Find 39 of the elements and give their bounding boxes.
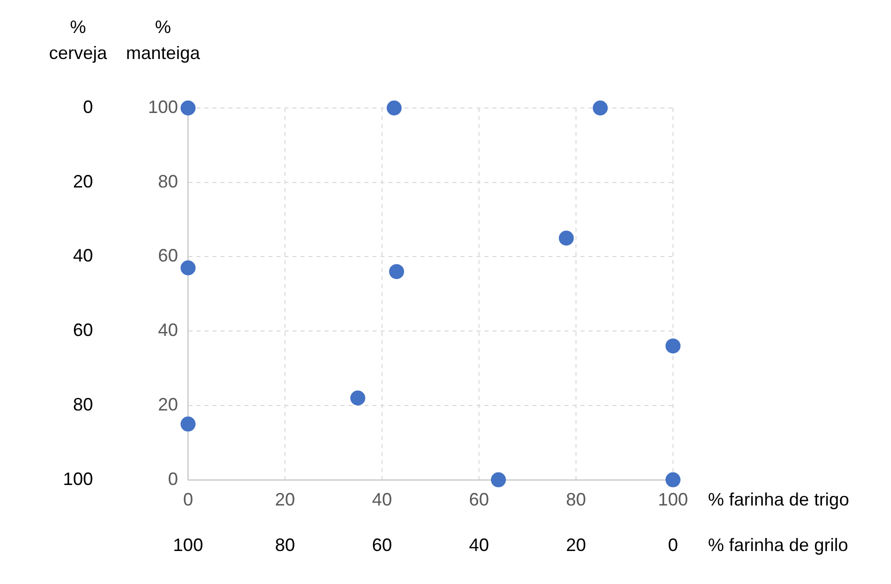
y2-tick-label: 100 (62, 468, 94, 489)
x2-tick-label: 80 (275, 535, 296, 556)
y-tick-label: 40 (158, 320, 178, 340)
x2-tick-label: 20 (566, 535, 586, 556)
point (180, 260, 196, 276)
y2-tick-label: 80 (73, 394, 94, 414)
x2-tick-label: 40 (469, 535, 490, 556)
x-tick-label: 0 (183, 490, 194, 510)
point (180, 100, 196, 116)
point (386, 100, 402, 116)
y2-axis-title: % cerveja (49, 16, 108, 63)
y-tick-label: 0 (168, 468, 178, 489)
x2-tick-label: 100 (173, 535, 204, 556)
y2-tick-label: 40 (73, 246, 94, 266)
y-tick-label: 20 (158, 394, 178, 414)
point (180, 416, 196, 432)
x2-axis-title: % farinha de grilo (708, 535, 848, 556)
y-axis-title: % manteiga (126, 16, 202, 63)
y2-tick-label: 20 (73, 171, 94, 192)
x2-tick-label: 0 (668, 535, 678, 556)
x-axis-title: % farinha de trigo (708, 490, 850, 510)
point (666, 338, 680, 354)
point (389, 264, 404, 280)
y-tick-label: 60 (158, 246, 178, 266)
x2-tick-label: 60 (372, 535, 392, 556)
point (558, 230, 574, 246)
y-tick-label: 80 (158, 171, 178, 192)
y2-tick-label: 60 (73, 320, 94, 340)
y-tick-label: 100 (148, 96, 178, 117)
x-tick-label: 40 (372, 490, 392, 510)
x-tick-label: 80 (566, 490, 586, 510)
point (490, 472, 506, 488)
point (350, 390, 366, 406)
x-tick-label: 20 (275, 490, 296, 510)
x-tick-label: 100 (658, 490, 688, 510)
point (666, 472, 680, 488)
point (592, 100, 608, 116)
y2-tick-label: 0 (83, 96, 94, 117)
x-tick-label: 60 (469, 490, 490, 510)
